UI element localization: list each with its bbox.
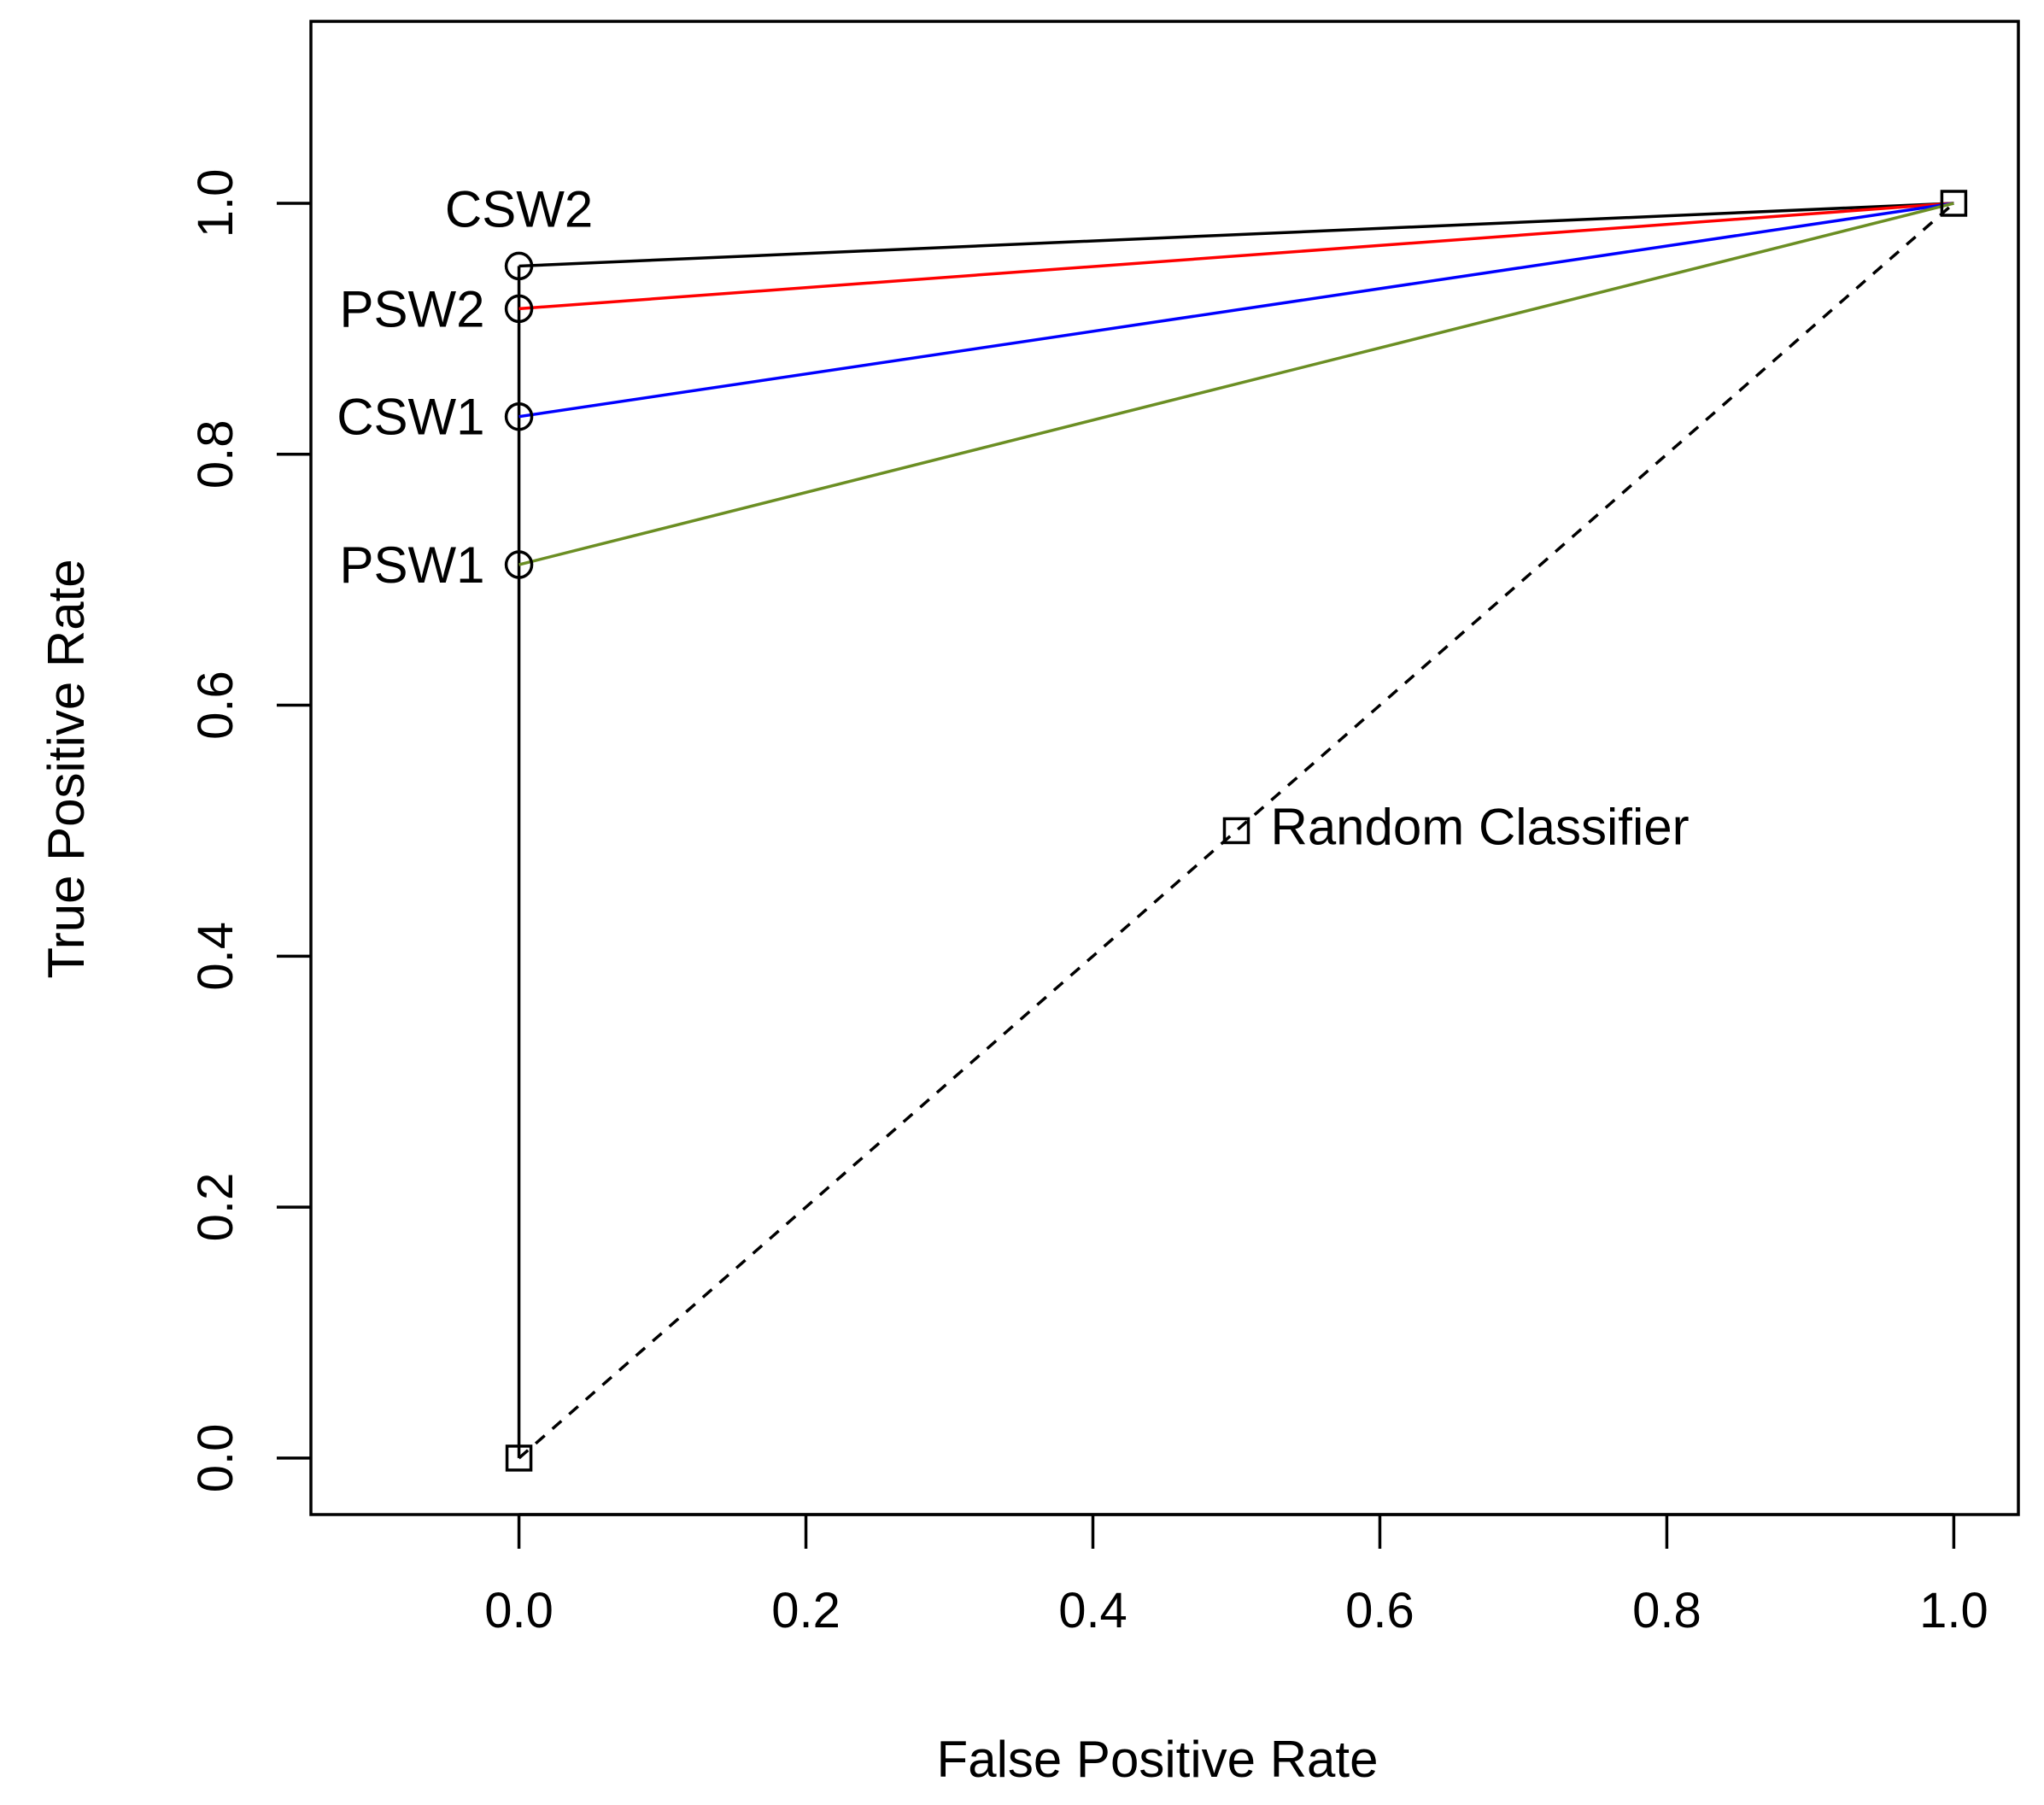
square-marker-1 [1222, 817, 1250, 845]
series-line-psw2 [518, 202, 1954, 311]
x-axis-title: False Positive Rate [937, 1731, 1379, 1788]
y-tick-label-0: 0.0 [188, 1424, 243, 1493]
series-line-csw1 [518, 202, 1954, 419]
point-label-csw1: CSW1 [337, 389, 484, 446]
point-label-psw1: PSW1 [340, 536, 485, 594]
circle-marker-csw2 [504, 251, 534, 281]
circle-marker-csw1 [504, 401, 534, 431]
y-tick-label-1: 0.2 [188, 1173, 243, 1242]
plot-frame [309, 20, 2020, 1516]
random-classifier-line [518, 202, 1955, 1460]
y-tick-label-2: 0.4 [188, 922, 243, 991]
x-tick-label-1: 0.2 [771, 1583, 840, 1638]
x-tick-label-5: 1.0 [1919, 1583, 1988, 1638]
y-axis-title: True Positive Rate [38, 559, 95, 978]
square-marker-2 [1940, 190, 1968, 217]
x-axis: 0.0 0.2 0.4 0.6 0.8 1.0 [484, 1513, 1988, 1638]
plot-marks: Random Classifier CSW2 PSW2 CSW1 PSW1 [337, 180, 1968, 1472]
circle-marker-psw2 [504, 294, 534, 324]
y-tick-label-3: 0.6 [188, 671, 243, 740]
random-classifier-label: Random Classifier [1270, 798, 1689, 855]
square-marker-0 [505, 1445, 533, 1472]
series-line-csw2 [518, 202, 1954, 268]
point-label-csw2: CSW2 [445, 180, 593, 237]
x-tick-label-3: 0.6 [1345, 1583, 1414, 1638]
series-line-psw1 [518, 202, 1954, 566]
x-tick-label-2: 0.4 [1058, 1583, 1127, 1638]
y-tick-label-4: 0.8 [188, 419, 243, 489]
circle-marker-psw1 [504, 550, 534, 579]
point-label-psw2: PSW2 [340, 280, 485, 337]
y-tick-label-5: 1.0 [188, 169, 243, 238]
x-tick-label-4: 0.8 [1632, 1583, 1701, 1638]
y-axis: 0.0 0.2 0.4 0.6 0.8 1.0 [188, 169, 311, 1493]
x-tick-label-0: 0.0 [484, 1583, 553, 1638]
